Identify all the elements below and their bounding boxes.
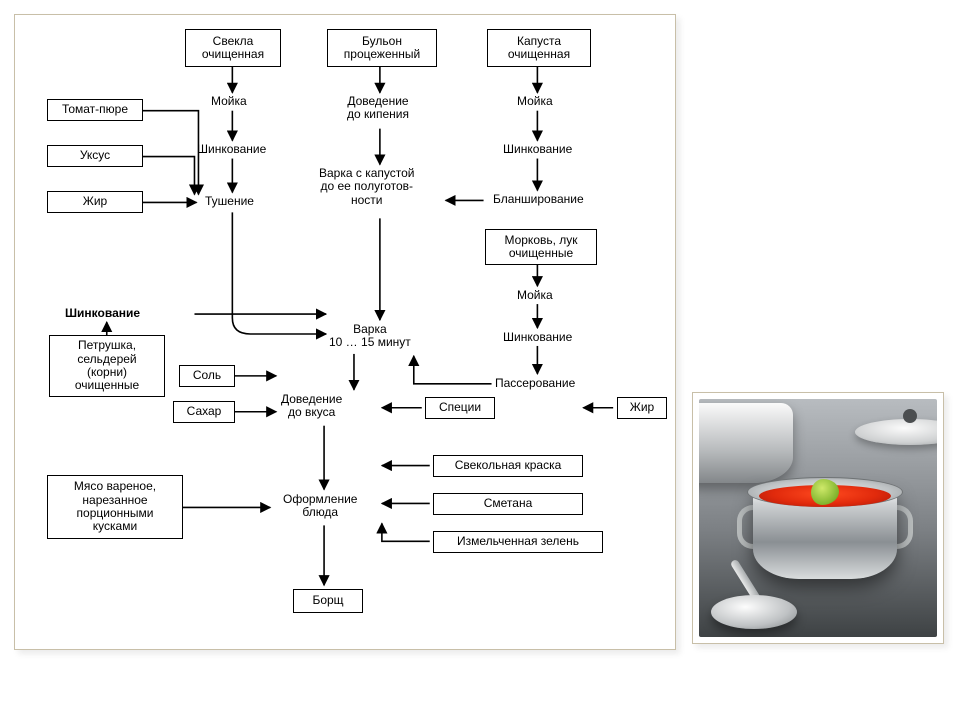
- label: Жир: [83, 195, 107, 208]
- node-greens: Измельченная зелень: [433, 531, 603, 553]
- label: Борщ: [312, 594, 343, 607]
- label: Сахар: [187, 405, 222, 418]
- node-sour-cream: Сметана: [433, 493, 583, 515]
- node-spices: Специи: [425, 397, 495, 419]
- step-cab-blanch: Бланширование: [493, 193, 584, 206]
- label: Капустаочищенная: [508, 35, 570, 62]
- label: Жир: [630, 401, 654, 414]
- ladle-bowl-icon: [711, 595, 797, 629]
- label: Томат-пюре: [62, 103, 128, 116]
- node-roots: Петрушка,сельдерей(корни)очищенные: [49, 335, 165, 397]
- lid-knob-icon: [903, 409, 917, 423]
- step-beet-wash: Мойка: [211, 95, 247, 108]
- step-taste: Доведениедо вкуса: [281, 393, 342, 420]
- node-borscht: Борщ: [293, 589, 363, 613]
- photo-borscht-pot: [699, 399, 937, 637]
- node-carrot-onion: Морковь, лукочищенные: [485, 229, 597, 265]
- node-sugar: Сахар: [173, 401, 235, 423]
- label: Свеклаочищенная: [202, 35, 264, 62]
- step-broth-boil: Доведениедо кипения: [347, 95, 409, 122]
- node-fat-left: Жир: [47, 191, 143, 213]
- node-salt: Соль: [179, 365, 235, 387]
- label: Уксус: [80, 149, 110, 162]
- label: Специи: [439, 401, 481, 414]
- photo-panel: [692, 392, 944, 644]
- step-broth-cook: Варка с капустойдо ее полуготов-ности: [319, 167, 415, 207]
- step-beet-shred: Шинкование: [197, 143, 266, 156]
- node-meat: Мясо вареное,нарезанноепорционнымикускам…: [47, 475, 183, 539]
- node-vinegar: Уксус: [47, 145, 143, 167]
- label: Бульонпроцеженный: [344, 35, 420, 62]
- lid-icon: [855, 419, 937, 445]
- step-cook-10-15: Варка10 … 15 минут: [329, 323, 411, 350]
- label: Мясо вареное,нарезанноепорционнымикускам…: [74, 480, 156, 534]
- node-fat-right: Жир: [617, 397, 667, 419]
- step-veg-wash: Мойка: [517, 289, 553, 302]
- node-cabbage: Капустаочищенная: [487, 29, 591, 67]
- label: Морковь, лукочищенные: [504, 234, 577, 261]
- step-beet-stew: Тушение: [205, 195, 254, 208]
- label-shinkovanie: Шинкование: [65, 307, 140, 320]
- label: Соль: [193, 369, 221, 382]
- label: Сметана: [484, 497, 533, 510]
- node-beet-color: Свекольная краска: [433, 455, 583, 477]
- step-cab-wash: Мойка: [517, 95, 553, 108]
- label: Петрушка,сельдерей(корни)очищенные: [75, 339, 139, 393]
- node-broth: Бульонпроцеженный: [327, 29, 437, 67]
- node-tomato: Томат-пюре: [47, 99, 143, 121]
- step-plating: Оформлениеблюда: [283, 493, 357, 520]
- pot-handle-right-icon: [895, 505, 913, 549]
- step-cab-shred: Шинкование: [503, 143, 572, 156]
- label: Измельченная зелень: [457, 535, 579, 548]
- step-veg-shred: Шинкование: [503, 331, 572, 344]
- node-beet: Свеклаочищенная: [185, 29, 281, 67]
- label: Свекольная краска: [455, 459, 562, 472]
- flowchart-panel: Свеклаочищенная Бульонпроцеженный Капуст…: [14, 14, 676, 650]
- pot-back-icon: [699, 403, 793, 483]
- step-veg-saute: Пассерование: [495, 377, 575, 390]
